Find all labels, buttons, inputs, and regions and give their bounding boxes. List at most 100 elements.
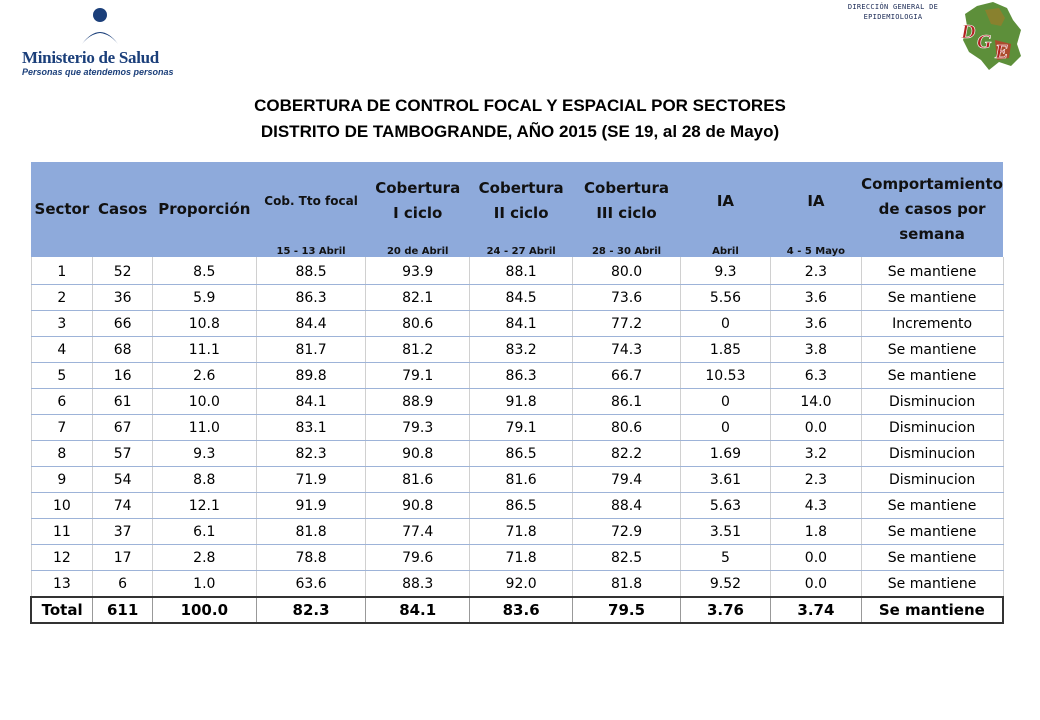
page-title: COBERTURA DE CONTROL FOCAL Y ESPACIAL PO…: [254, 96, 786, 115]
cell-ia-abril: 5.56: [680, 284, 772, 311]
cell-cob-tto-focal: 89.8: [256, 362, 367, 389]
cell-comportamiento: Incremento: [861, 310, 1004, 337]
total-proporcion: 100.0: [152, 596, 257, 624]
cell-cobertura-i: 79.1: [365, 362, 470, 389]
table-row: 10 74 12.1 91.9 90.8 86.5 88.4 5.63 4.3 Se mantie…: [30, 492, 1004, 519]
cell-cobertura-ii: 83.2: [469, 336, 574, 363]
header-comportamiento: Comportamiento de casos por semana: [861, 162, 1003, 257]
table-row: 7 67 11.0 83.1 79.3 79.1 80.6 0 0.0 Disminucion: [30, 414, 1004, 441]
cell-ia-abril: 3.51: [680, 518, 772, 545]
cell-ia-abril: 9.52: [680, 570, 772, 598]
header-comportamiento-line3: semana: [899, 225, 965, 243]
cell-proporcion: 9.3: [152, 440, 257, 467]
cell-cobertura-ii: 81.6: [469, 466, 574, 493]
cell-cob-tto-focal: 71.9: [256, 466, 367, 493]
cell-comportamiento: Disminucion: [861, 388, 1004, 415]
cell-casos: 61: [92, 388, 153, 415]
cell-ia-abril: 1.85: [680, 336, 772, 363]
cell-sector: 13: [30, 570, 94, 598]
header-comportamiento-line1: Comportamiento: [861, 175, 1003, 193]
cell-cobertura-ii: 86.5: [469, 492, 574, 519]
cell-ia-abril: 1.69: [680, 440, 772, 467]
cell-ia-abril: 0: [680, 388, 772, 415]
cell-ia-mayo: 3.6: [770, 284, 862, 311]
cell-cobertura-iii: 77.2: [572, 310, 681, 337]
cell-comportamiento: Se mantiene: [861, 544, 1004, 571]
cell-ia-mayo: 2.3: [770, 466, 862, 493]
cell-comportamiento: Se mantiene: [861, 284, 1004, 311]
table-row: 4 68 11.1 81.7 81.2 83.2 74.3 1.85 3.8 Se mantien…: [30, 336, 1004, 363]
cell-comportamiento: Se mantiene: [861, 492, 1004, 519]
cell-proporcion: 1.0: [152, 570, 257, 598]
cell-proporcion: 5.9: [152, 284, 257, 311]
cell-ia-mayo: 3.2: [770, 440, 862, 467]
minsa-person-icon: [82, 8, 118, 44]
subheader-cobertura-iii: 28 - 30 Abril: [572, 240, 681, 257]
dge-caption-line1: DIRECCIÓN GENERAL DE: [847, 3, 939, 11]
cell-cobertura-iii: 74.3: [572, 336, 681, 363]
table-row: 6 61 10.0 84.1 88.9 91.8 86.1 0 14.0 Disminucion: [30, 388, 1004, 415]
cell-ia-mayo: 0.0: [770, 544, 862, 571]
cell-cob-tto-focal: 63.6: [256, 570, 367, 598]
table-row: 8 57 9.3 82.3 90.8 86.5 82.2 1.69 3.2 Disminucion: [30, 440, 1004, 467]
cell-cobertura-i: 93.9: [365, 257, 470, 285]
cell-cobertura-iii: 80.6: [572, 414, 681, 441]
cell-cobertura-i: 90.8: [365, 440, 470, 467]
cell-ia-abril: 0: [680, 414, 772, 441]
cell-sector: 3: [30, 310, 94, 337]
cell-casos: 52: [92, 257, 153, 285]
ministry-slogan: Personas que atendemos personas: [22, 67, 174, 77]
cell-ia-mayo: 0.0: [770, 570, 862, 598]
cell-ia-abril: 3.61: [680, 466, 772, 493]
cell-cob-tto-focal: 83.1: [256, 414, 367, 441]
cell-cobertura-iii: 82.2: [572, 440, 681, 467]
cell-cobertura-i: 82.1: [365, 284, 470, 311]
dge-map-logo: D G E: [960, 2, 1021, 70]
cell-cobertura-ii: 79.1: [469, 414, 574, 441]
cell-cobertura-iii: 82.5: [572, 544, 681, 571]
cell-sector: 10: [30, 492, 94, 519]
cell-cobertura-iii: 72.9: [572, 518, 681, 545]
cell-casos: 17: [92, 544, 153, 571]
subheader-cobertura-i: 20 de Abril: [365, 240, 470, 257]
table-body: 1 52 8.5 88.5 93.9 88.1 80.0 9.3 2.3 Se mantiene 2…: [30, 257, 1004, 624]
cell-proporcion: 2.6: [152, 362, 257, 389]
minsa-logo: Ministerio de Salud Personas que atendem…: [22, 6, 174, 77]
cell-sector: 7: [30, 414, 94, 441]
cell-cobertura-i: 88.3: [365, 570, 470, 598]
cell-cob-tto-focal: 81.7: [256, 336, 367, 363]
total-comportamiento: Se mantiene: [861, 596, 1004, 624]
cell-ia-mayo: 2.3: [770, 257, 862, 285]
cell-cobertura-ii: 86.3: [469, 362, 574, 389]
cell-proporcion: 11.1: [152, 336, 257, 363]
header-cobertura-ii-line1: Cobertura: [478, 179, 564, 197]
cell-ia-mayo: 0.0: [770, 414, 862, 441]
cell-cobertura-ii: 71.8: [469, 518, 574, 545]
cell-cobertura-iii: 66.7: [572, 362, 681, 389]
table-row: 11 37 6.1 81.8 77.4 71.8 72.9 3.51 1.8 Se mantien…: [30, 518, 1004, 545]
total-row: Total 611 100.0 82.3 84.1 83.6 79.5 3.76 3.74 Se …: [30, 596, 1004, 624]
subheader-cobertura-ii: 24 - 27 Abril: [469, 240, 573, 257]
cell-sector: 12: [30, 544, 94, 571]
cell-proporcion: 10.8: [152, 310, 257, 337]
table-row: 1 52 8.5 88.5 93.9 88.1 80.0 9.3 2.3 Se mantiene: [30, 257, 1004, 285]
cell-ia-mayo: 1.8: [770, 518, 862, 545]
cell-ia-abril: 9.3: [680, 257, 772, 285]
cell-cob-tto-focal: 91.9: [256, 492, 367, 519]
cell-ia-abril: 5.63: [680, 492, 772, 519]
cell-cobertura-i: 88.9: [365, 388, 470, 415]
cell-casos: 68: [92, 336, 153, 363]
cell-casos: 57: [92, 440, 153, 467]
cell-cobertura-iii: 81.8: [572, 570, 681, 598]
cell-cobertura-i: 80.6: [365, 310, 470, 337]
cell-cobertura-ii: 91.8: [469, 388, 574, 415]
cell-cobertura-iii: 88.4: [572, 492, 681, 519]
cell-comportamiento: Disminucion: [861, 440, 1004, 467]
cell-sector: 6: [30, 388, 94, 415]
cell-ia-abril: 10.53: [680, 362, 772, 389]
cell-ia-abril: 0: [680, 310, 772, 337]
total-cobertura-iii: 79.5: [572, 596, 681, 624]
dge-caption: DIRECCIÓN GENERAL DE EPIDEMIOLOGIA: [830, 2, 956, 22]
cell-comportamiento: Se mantiene: [861, 336, 1004, 363]
cell-casos: 74: [92, 492, 153, 519]
